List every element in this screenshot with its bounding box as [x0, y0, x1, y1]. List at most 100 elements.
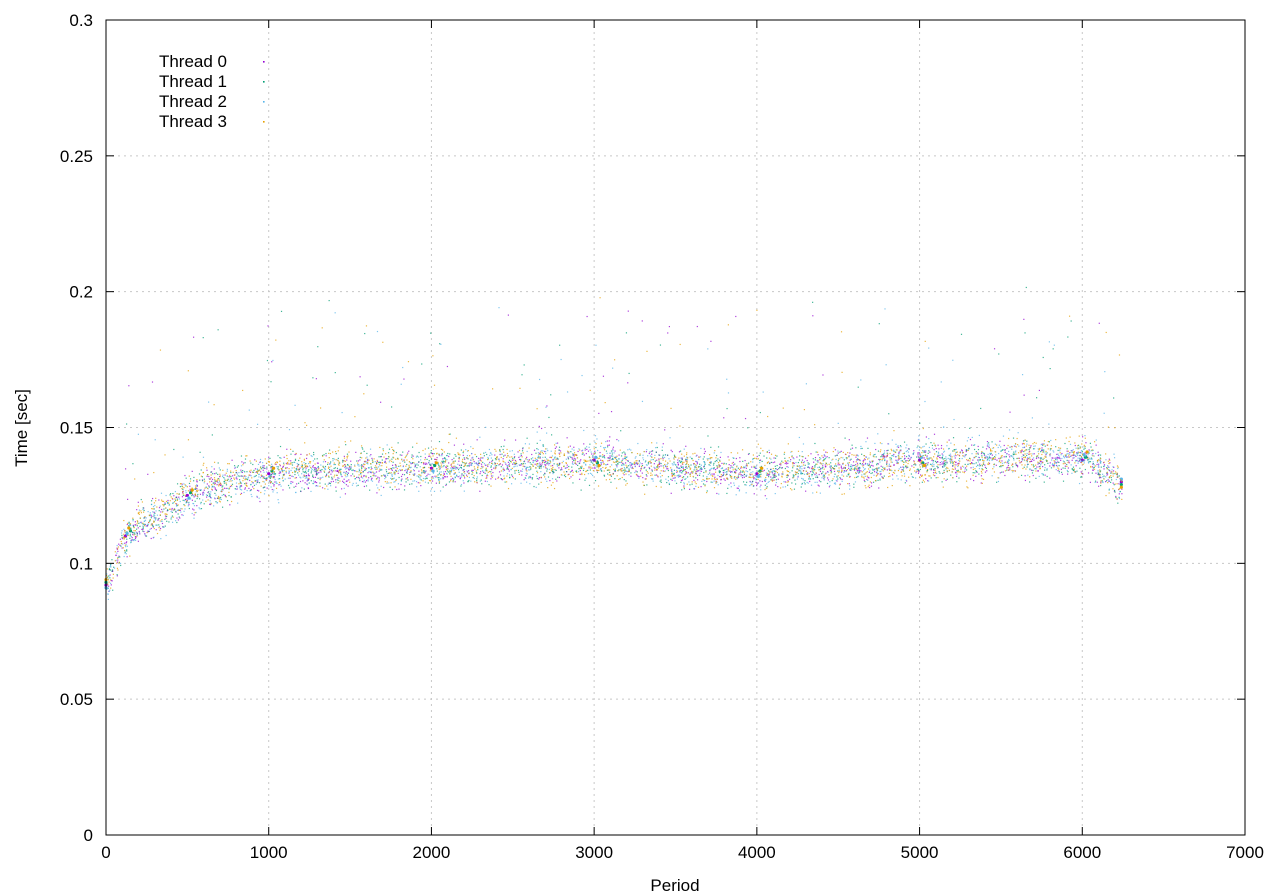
data-point: [265, 479, 268, 481]
data-point: [908, 455, 911, 458]
data-point: [143, 525, 146, 527]
data-point: [1112, 466, 1114, 468]
data-point: [1110, 471, 1112, 473]
data-point: [877, 433, 879, 435]
data-point: [776, 469, 778, 471]
data-point: [442, 461, 444, 463]
data-point: [830, 467, 832, 469]
data-point: [278, 474, 280, 477]
data-point: [230, 500, 233, 503]
data-point: [502, 467, 504, 469]
data-point: [662, 457, 664, 460]
data-point: [214, 482, 217, 484]
data-point: [857, 475, 859, 477]
data-point: [428, 462, 430, 464]
data-point: [708, 458, 710, 460]
data-point: [373, 473, 375, 475]
data-point: [749, 474, 751, 476]
data-point: [883, 452, 886, 454]
data-point: [1061, 452, 1063, 455]
data-point: [1092, 463, 1094, 465]
data-point: [546, 458, 548, 460]
data-point: [1100, 481, 1102, 483]
data-point: [500, 466, 502, 468]
data-point: [607, 473, 609, 475]
data-point: [711, 467, 713, 469]
data-point: [113, 567, 116, 569]
data-point: [347, 485, 349, 487]
data-point: [452, 461, 454, 463]
data-point: [666, 468, 668, 470]
data-point: [834, 465, 836, 467]
data-point: [463, 490, 465, 492]
data-point: [135, 536, 137, 539]
data-point: [1058, 472, 1060, 474]
data-point: [513, 457, 516, 459]
data-point: [867, 476, 869, 478]
data-point: [191, 487, 193, 489]
data-point: [801, 459, 804, 461]
data-point: [970, 467, 972, 469]
data-point: [529, 466, 531, 468]
data-point: [796, 478, 799, 480]
data-point: [206, 467, 208, 469]
data-point: [331, 469, 333, 471]
data-point: [209, 495, 211, 497]
data-point: [118, 555, 120, 557]
data-point: [743, 467, 745, 469]
data-point: [402, 465, 404, 468]
data-point: [445, 472, 448, 474]
data-point: [986, 445, 989, 447]
data-point: [583, 429, 585, 432]
data-point: [321, 468, 323, 471]
data-point: [895, 443, 897, 445]
data-point: [615, 461, 617, 463]
data-point: [539, 452, 541, 454]
data-point: [136, 525, 138, 527]
data-point: [965, 469, 968, 471]
data-point: [802, 479, 804, 481]
data-point: [940, 447, 943, 449]
data-point: [1106, 473, 1109, 475]
data-point: [842, 467, 845, 469]
data-point: [718, 476, 721, 478]
data-point: [756, 455, 758, 458]
data-point: [388, 461, 390, 463]
data-point: [942, 463, 944, 465]
data-point: [1115, 495, 1117, 498]
data-point: [164, 513, 166, 515]
data-point: [857, 458, 859, 460]
data-point: [988, 455, 990, 457]
data-point: [571, 457, 573, 459]
data-point: [965, 454, 967, 456]
data-point: [299, 490, 302, 492]
data-point: [715, 459, 717, 462]
data-point: [561, 474, 563, 476]
data-point: [211, 478, 214, 481]
data-point: [250, 462, 252, 464]
data-point: [1044, 474, 1046, 476]
data-point: [937, 452, 940, 454]
data-point: [358, 464, 360, 466]
data-point: [279, 472, 282, 474]
data-point: [1088, 461, 1090, 463]
data-point: [196, 485, 198, 487]
data-point: [971, 436, 973, 439]
data-point: [503, 445, 505, 447]
data-point: [406, 477, 409, 479]
data-point: [1079, 457, 1081, 459]
data-point: [638, 476, 640, 478]
data-point: [243, 475, 245, 477]
data-point: [981, 458, 984, 460]
data-point: [378, 456, 380, 458]
data-point: [1022, 454, 1024, 456]
data-point: [1021, 374, 1024, 376]
data-point: [447, 465, 449, 467]
data-point: [297, 472, 299, 474]
data-point: [507, 468, 509, 470]
data-point: [1051, 457, 1053, 459]
data-point: [194, 500, 196, 502]
data-point: [1081, 436, 1084, 438]
data-point: [316, 473, 318, 475]
data-point: [800, 472, 802, 474]
